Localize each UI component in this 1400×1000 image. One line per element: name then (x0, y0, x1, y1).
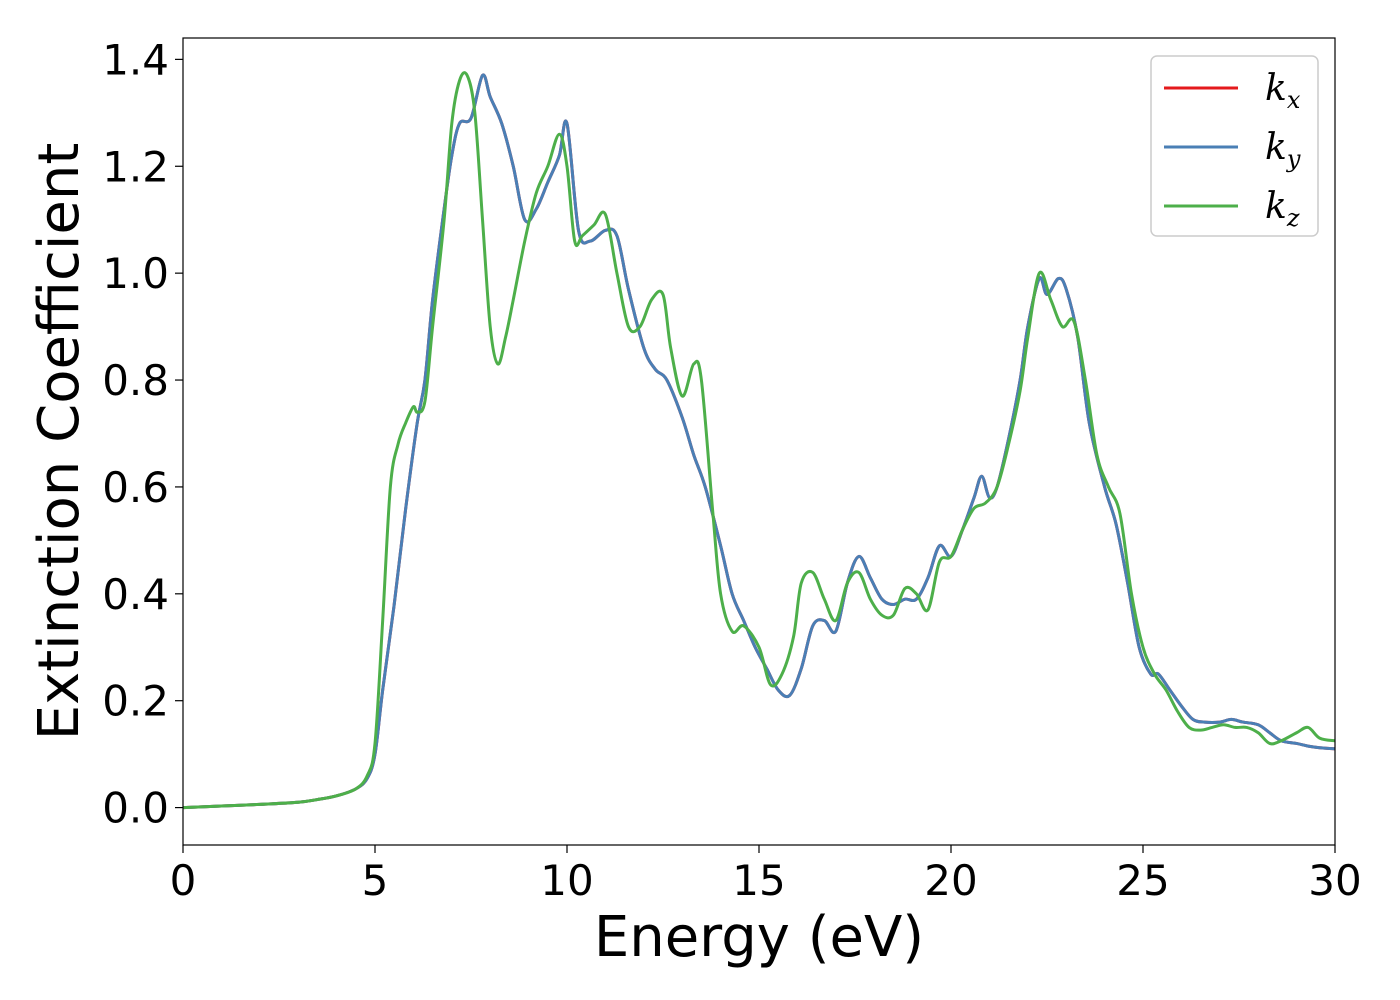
y-tick-label: 0.6 (102, 463, 169, 512)
x-tick-label: 10 (540, 856, 593, 905)
y-axis: 0.0 0.2 0.4 0.6 0.8 1.0 1.2 1.4 (102, 35, 183, 833)
legend-label: kx (1265, 68, 1301, 114)
legend-label-sub: x (1287, 86, 1301, 114)
x-tick-label: 0 (170, 856, 197, 905)
series-layer (183, 71, 1335, 810)
y-axis-title: Extinction Coefficient (27, 143, 92, 741)
legend-label-sub: z (1286, 204, 1300, 232)
y-tick-label: 0.0 (102, 784, 169, 833)
x-axis: 0 5 10 15 20 25 30 (170, 845, 1362, 905)
y-tick-label: 0.8 (102, 356, 169, 405)
x-axis-title: Energy (eV) (594, 905, 924, 970)
y-tick-label: 0.2 (102, 677, 169, 726)
legend-label-main: k (1265, 68, 1287, 109)
y-tick-label: 1.4 (102, 35, 169, 84)
series-line-z (183, 71, 1335, 810)
y-tick-label: 0.4 (102, 570, 169, 619)
x-tick-label: 30 (1308, 856, 1361, 905)
legend-label: kz (1265, 186, 1300, 232)
legend-label: ky (1265, 127, 1301, 173)
x-tick-label: 15 (732, 856, 785, 905)
legend-label-sub: y (1286, 145, 1301, 173)
x-tick-label: 25 (1116, 856, 1169, 905)
y-tick-label: 1.0 (102, 249, 169, 298)
x-tick-label: 5 (362, 856, 389, 905)
legend-label-main: k (1265, 186, 1287, 227)
legend-label-main: k (1265, 127, 1287, 168)
y-tick-label: 1.2 (102, 142, 169, 191)
x-tick-label: 20 (924, 856, 977, 905)
